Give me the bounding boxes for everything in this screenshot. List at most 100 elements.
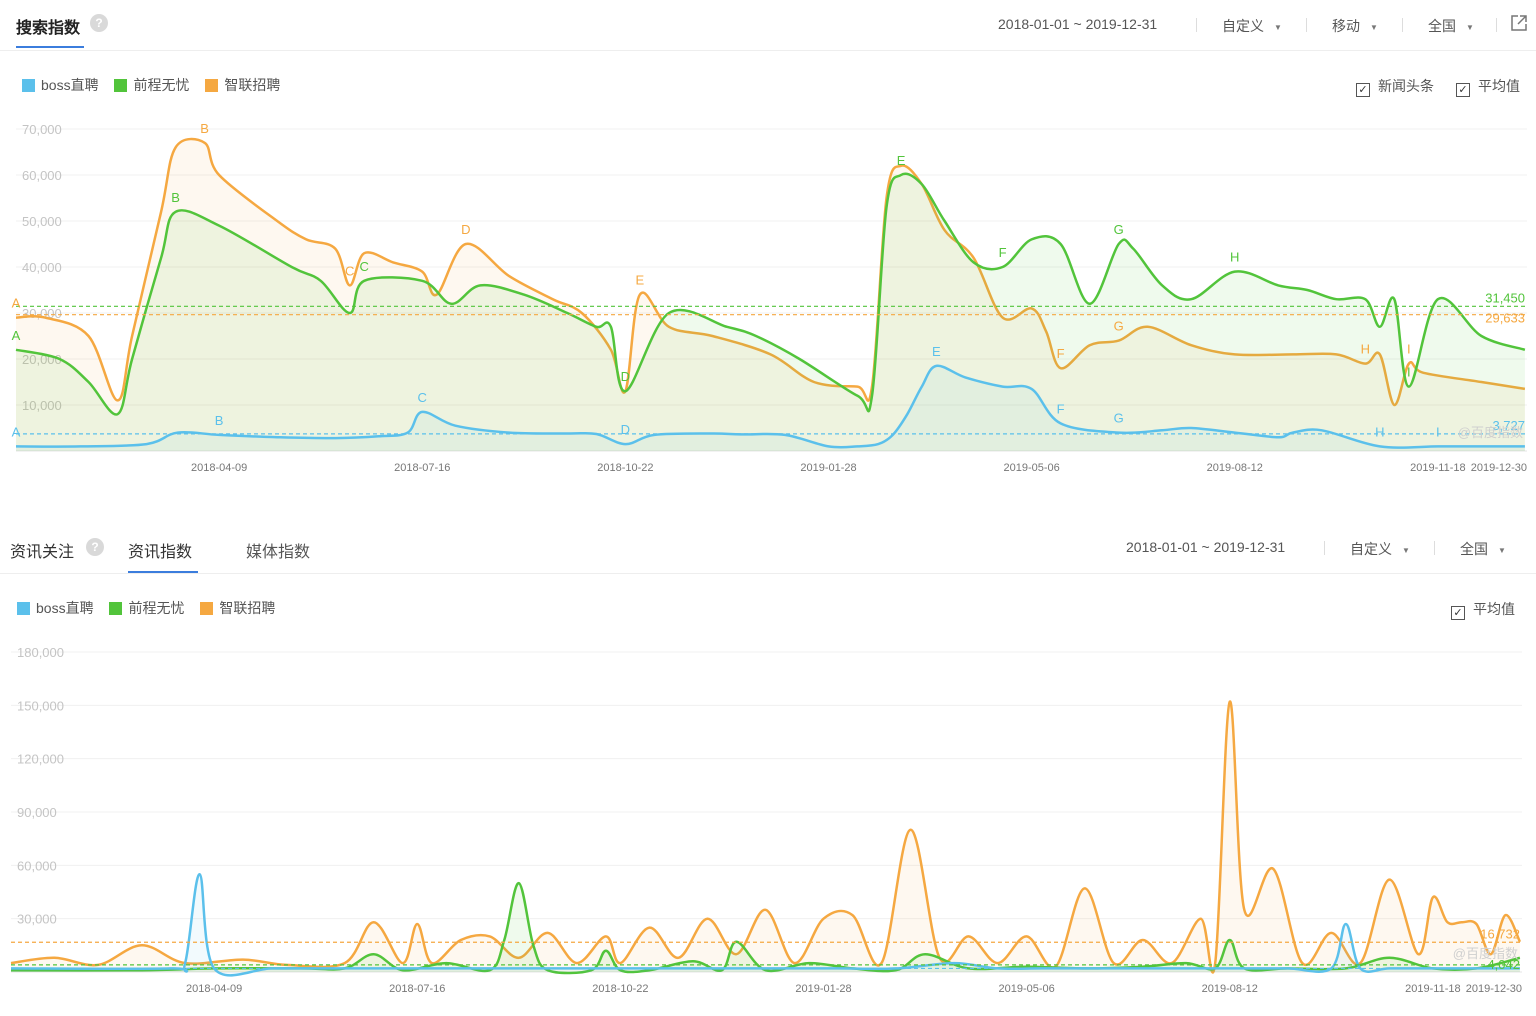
data-point-boss[interactable] [145,443,147,445]
data-point-zhilian[interactable] [53,957,55,959]
data-point-zhilian[interactable] [87,335,89,337]
data-point-boss[interactable] [624,443,626,445]
data-point-boss[interactable] [169,967,171,969]
custom-range-dropdown[interactable]: 自定义 ▼ [1222,16,1282,36]
event-marker-zhilian[interactable]: I [1407,342,1411,357]
average-checkbox[interactable]: ✓ 平均值 [1456,76,1520,97]
data-point-zhilian[interactable] [822,917,824,919]
data-point-boss[interactable] [827,445,829,447]
data-point-qiancheng[interactable] [1480,335,1482,337]
data-point-qiancheng[interactable] [1030,238,1032,240]
legend-item-zhilian[interactable]: 智联招聘 [200,598,275,618]
legend-item-boss[interactable]: boss直聘 [17,598,94,618]
data-point-qiancheng[interactable] [1388,957,1390,959]
data-point-qiancheng[interactable] [445,962,447,964]
date-range-picker[interactable]: 2018-01-01 ~ 2019-12-31 [998,16,1158,32]
data-point-boss[interactable] [198,873,200,875]
legend-item-boss[interactable]: boss直聘 [22,75,99,95]
data-point-qiancheng[interactable] [421,280,423,282]
data-point-boss[interactable] [964,376,966,378]
data-point-qiancheng[interactable] [218,224,220,226]
help-icon[interactable]: ? [86,538,104,556]
data-point-zhilian[interactable] [706,917,708,919]
data-point-qiancheng[interactable] [972,261,974,263]
data-point-zhilian[interactable] [1141,939,1143,941]
data-point-zhilian[interactable] [218,174,220,176]
data-point-zhilian[interactable] [856,385,858,387]
data-point-zhilian[interactable] [793,962,795,964]
data-point-qiancheng[interactable] [319,280,321,282]
data-point-qiancheng[interactable] [624,390,626,392]
data-point-zhilian[interactable] [131,335,133,337]
data-point-zhilian[interactable] [972,257,974,259]
data-point-qiancheng[interactable] [1393,298,1395,300]
data-point-zhilian[interactable] [1243,909,1245,911]
data-point-qiancheng[interactable] [1088,303,1090,305]
data-point-zhilian[interactable] [764,909,766,911]
event-marker-zhilian[interactable]: A [12,296,21,311]
data-point-qiancheng[interactable] [532,944,534,946]
data-point-boss[interactable] [454,425,456,427]
event-marker-zhilian[interactable]: B [200,121,209,136]
event-marker-zhilian[interactable]: C [345,263,354,278]
data-point-qiancheng[interactable] [160,257,162,259]
average-checkbox[interactable]: ✓ 平均值 [1451,599,1515,620]
data-point-qiancheng[interactable] [1161,284,1163,286]
data-point-qiancheng[interactable] [349,312,351,314]
data-point-zhilian[interactable] [909,829,911,831]
data-point-zhilian[interactable] [1388,878,1390,880]
data-point-zhilian[interactable] [880,962,882,964]
data-point-qiancheng[interactable] [856,395,858,397]
data-point-boss[interactable] [1359,967,1361,969]
data-point-zhilian[interactable] [547,932,549,934]
data-point-zhilian[interactable] [1504,914,1506,916]
data-point-qiancheng[interactable] [900,174,902,176]
data-point-qiancheng[interactable] [450,303,452,305]
data-point-zhilian[interactable] [1417,953,1419,955]
legend-item-qiancheng[interactable]: 前程无忧 [109,598,184,618]
data-point-qiancheng[interactable] [1001,266,1003,268]
data-point-zhilian[interactable] [392,261,394,263]
event-marker-qiancheng[interactable]: A [12,328,21,343]
data-point-zhilian[interactable] [44,316,46,318]
data-point-zhilian[interactable] [460,939,462,941]
event-marker-qiancheng[interactable]: H [1230,250,1239,265]
data-point-zhilian[interactable] [1301,962,1303,964]
data-point-boss[interactable] [378,435,380,437]
data-point-qiancheng[interactable] [131,358,133,360]
data-point-zhilian[interactable] [160,211,162,213]
region-dropdown[interactable]: 全国 ▼ [1428,16,1474,36]
data-point-zhilian[interactable] [116,399,118,401]
data-point-boss[interactable] [1345,923,1347,925]
data-point-qiancheng[interactable] [610,326,612,328]
data-point-zhilian[interactable] [1112,962,1114,964]
data-point-zhilian[interactable] [639,293,641,295]
data-point-zhilian[interactable] [996,962,998,964]
data-point-zhilian[interactable] [203,142,205,144]
data-point-boss[interactable] [1437,445,1439,447]
data-point-zhilian[interactable] [344,962,346,964]
data-point-qiancheng[interactable] [871,395,873,397]
data-point-qiancheng[interactable] [523,293,525,295]
data-point-qiancheng[interactable] [595,326,597,328]
event-marker-qiancheng[interactable]: B [171,190,180,205]
data-point-boss[interactable] [276,436,278,438]
data-point-qiancheng[interactable] [1364,298,1366,300]
data-point-qiancheng[interactable] [692,960,694,962]
event-marker-boss[interactable]: F [1057,401,1065,416]
date-range-picker[interactable]: 2018-01-01 ~ 2019-12-31 [1126,539,1286,555]
data-point-zhilian[interactable] [1214,962,1216,964]
event-marker-zhilian[interactable]: H [1361,342,1370,357]
data-point-qiancheng[interactable] [1408,385,1410,387]
region-dropdown[interactable]: 全国 ▼ [1460,539,1506,559]
data-point-zhilian[interactable] [1461,921,1463,923]
event-marker-boss[interactable]: D [621,422,630,437]
data-point-zhilian[interactable] [1025,935,1027,937]
data-point-qiancheng[interactable] [1335,298,1337,300]
data-point-qiancheng[interactable] [1524,349,1526,351]
event-marker-zhilian[interactable]: E [636,273,645,288]
data-point-zhilian[interactable] [140,944,142,946]
data-point-zhilian[interactable] [605,935,607,937]
data-point-qiancheng[interactable] [943,220,945,222]
data-point-qiancheng[interactable] [726,326,728,328]
